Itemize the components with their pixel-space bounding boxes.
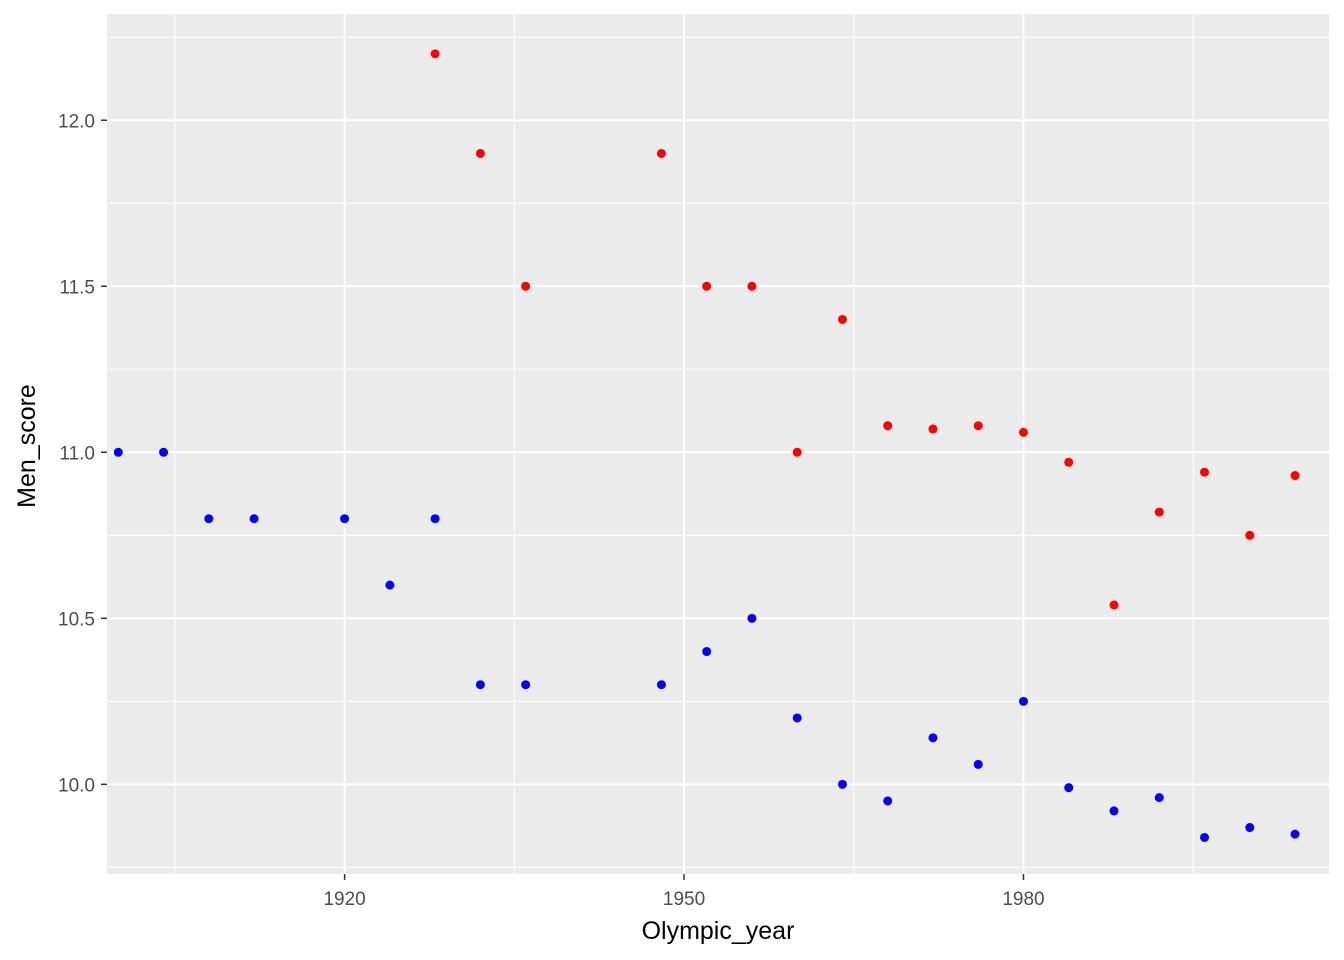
data-point bbox=[973, 421, 983, 431]
data-point bbox=[249, 514, 259, 524]
data-point bbox=[837, 314, 847, 324]
data-point bbox=[656, 680, 666, 690]
major-gridlines bbox=[107, 14, 1329, 874]
data-point bbox=[1200, 467, 1210, 477]
plot-panel bbox=[107, 14, 1329, 874]
data-point bbox=[1154, 507, 1164, 517]
x-tick-label: 1980 bbox=[1002, 889, 1044, 910]
data-point bbox=[837, 779, 847, 789]
data-point bbox=[883, 421, 893, 431]
data-point bbox=[1064, 783, 1074, 793]
data-point bbox=[747, 613, 757, 623]
data-point bbox=[1154, 793, 1164, 803]
data-point bbox=[1019, 696, 1028, 706]
data-point bbox=[521, 281, 531, 291]
y-tick-label: 10.5 bbox=[58, 609, 95, 630]
y-tick-label: 10.0 bbox=[58, 775, 95, 796]
y-tick-label: 12.0 bbox=[58, 111, 95, 132]
y-tick-label: 11.0 bbox=[59, 443, 95, 464]
data-point bbox=[656, 148, 666, 158]
data-point bbox=[430, 49, 440, 59]
data-point bbox=[702, 647, 712, 657]
data-point bbox=[1290, 471, 1300, 481]
data-point bbox=[1245, 530, 1255, 540]
data-point bbox=[340, 514, 350, 524]
data-point bbox=[973, 759, 983, 769]
y-axis-tick-labels: 10.0 10.5 11.0 11.5 12.0 bbox=[58, 111, 95, 796]
data-point bbox=[475, 148, 485, 158]
data-point bbox=[928, 424, 938, 434]
data-point bbox=[928, 733, 938, 743]
data-points bbox=[113, 49, 1300, 842]
data-point bbox=[1245, 823, 1255, 833]
data-point bbox=[204, 514, 214, 524]
data-point bbox=[1290, 829, 1300, 839]
x-axis-tick-labels: 1920 1950 1980 bbox=[323, 889, 1044, 910]
y-tick-label: 11.5 bbox=[59, 277, 95, 298]
data-point bbox=[702, 281, 712, 291]
minor-gridlines bbox=[107, 14, 1329, 874]
x-tick-label: 1950 bbox=[663, 889, 705, 910]
data-point bbox=[113, 447, 123, 457]
data-point bbox=[430, 514, 440, 524]
data-point bbox=[1064, 457, 1074, 467]
data-point bbox=[521, 680, 531, 690]
data-point bbox=[385, 580, 395, 590]
data-point bbox=[1019, 427, 1028, 437]
y-axis-title: Men_score bbox=[13, 384, 41, 508]
data-point bbox=[1109, 806, 1119, 816]
data-point bbox=[747, 281, 757, 291]
axis-ticks bbox=[101, 119, 1025, 880]
data-point bbox=[792, 447, 802, 457]
data-point bbox=[883, 796, 893, 806]
data-point bbox=[1200, 832, 1210, 842]
data-point bbox=[475, 680, 485, 690]
x-tick-label: 1920 bbox=[323, 889, 365, 910]
x-axis-title: Olympic_year bbox=[642, 917, 795, 945]
data-point bbox=[1109, 600, 1119, 610]
data-point bbox=[159, 447, 169, 457]
data-point bbox=[792, 713, 802, 723]
